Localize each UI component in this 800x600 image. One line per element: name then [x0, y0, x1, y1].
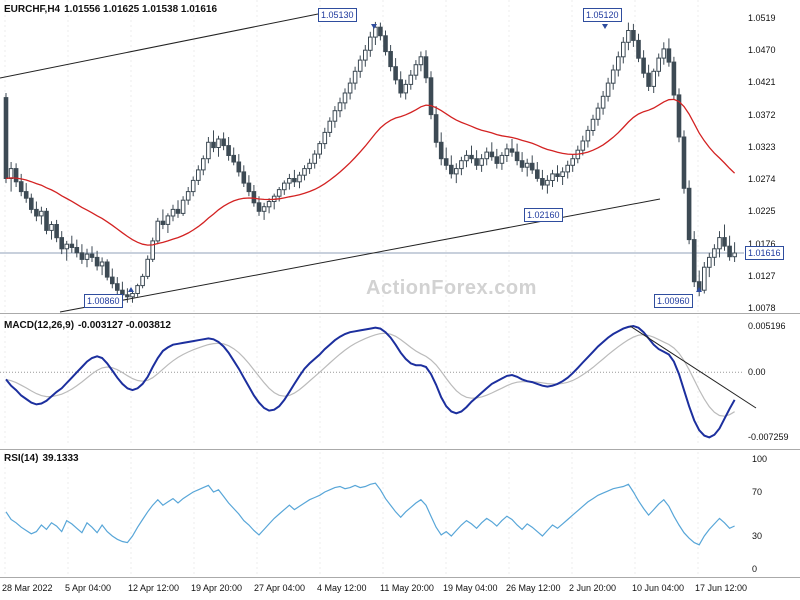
x-axis-label: 19 May 04:00 [443, 583, 498, 593]
price-axis-label: 1.0323 [748, 142, 776, 152]
x-axis-label: 27 Apr 04:00 [254, 583, 306, 593]
rsi-value: 39.1333 [42, 453, 79, 464]
x-axis-label: 26 May 12:00 [506, 583, 561, 593]
price-axis-label: 1.0421 [748, 77, 776, 87]
macd-values: -0.003127 -0.003812 [78, 320, 171, 331]
x-axis-label: 28 Mar 2022 [2, 583, 53, 593]
price-marker-down-icon [371, 24, 377, 29]
price-annotation: 1.00860 [84, 294, 123, 308]
price-axis-label: 1.0127 [748, 271, 776, 281]
price-marker-down-icon [602, 24, 608, 29]
x-axis-label: 2 Jun 20:00 [569, 583, 617, 593]
x-axis-label: 4 May 12:00 [317, 583, 367, 593]
price-marker-up-icon [128, 287, 134, 292]
price-annotation: 1.05120 [583, 8, 622, 22]
rsi-axis-label: 30 [752, 531, 763, 541]
price-marker-up-icon [696, 287, 702, 292]
price-axis-label: 1.0078 [748, 303, 776, 313]
macd-axis-label: -0.007259 [748, 432, 789, 442]
macd-axis-label: 0.00 [748, 367, 766, 377]
rsi-indicator-label: RSI(14) [4, 453, 39, 464]
price-axis-label: 1.0176 [748, 239, 776, 249]
price-annotation: 1.00960 [654, 294, 693, 308]
rsi-axis-label: 70 [752, 487, 763, 497]
rsi-axis-label: 0 [752, 564, 758, 574]
price-axis-label: 1.0470 [748, 45, 776, 55]
current-price-badge: 1.01616 [745, 246, 784, 260]
watermark: ActionForex.com [366, 277, 537, 299]
price-axis-label: 1.0274 [748, 174, 776, 184]
symbol-timeframe-label: EURCHF,H4 [4, 4, 61, 15]
x-axis-label: 17 Jun 12:00 [695, 583, 748, 593]
x-axis-label: 12 Apr 12:00 [128, 583, 180, 593]
ohlc-values: 1.01556 1.01625 1.01538 1.01616 [64, 4, 218, 15]
price-axis-label: 1.0225 [748, 206, 776, 216]
macd-panel-header: MACD(12,26,9) -0.003127 -0.003812 [4, 320, 171, 331]
rsi-axis-label: 100 [752, 454, 768, 464]
x-axis-label: 5 Apr 04:00 [65, 583, 112, 593]
price-annotation: 1.05130 [318, 8, 357, 22]
macd-indicator-label: MACD(12,26,9) [4, 320, 75, 331]
x-axis-label: 10 Jun 04:00 [632, 583, 685, 593]
price-axis-label: 1.0372 [748, 110, 776, 120]
x-axis-label: 11 May 20:00 [380, 583, 434, 593]
price-axis-label: 1.0519 [748, 13, 776, 23]
rsi-panel-header: RSI(14) 39.1333 [4, 453, 79, 464]
price-annotation: 1.02160 [524, 208, 563, 222]
main-chart-header: EURCHF,H4 1.01556 1.01625 1.01538 1.01616 [4, 4, 217, 15]
macd-axis-label: 0.005196 [748, 321, 786, 331]
x-axis-label: 19 Apr 20:00 [191, 583, 243, 593]
